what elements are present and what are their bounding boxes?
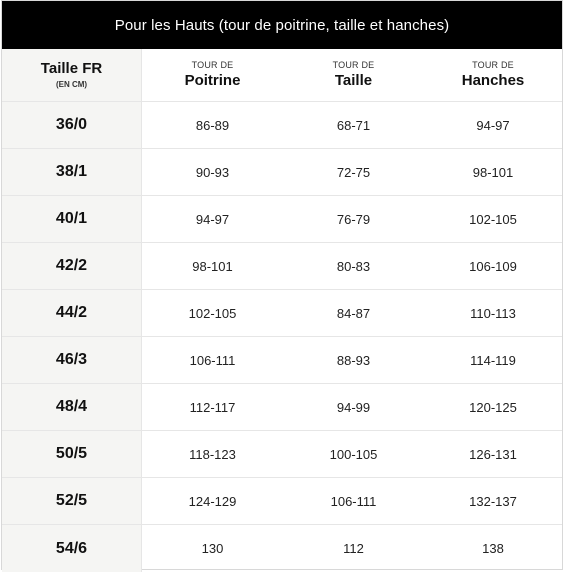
row-size-cell: 54/6 bbox=[2, 525, 142, 572]
row-taille-cell: 68-71 bbox=[283, 102, 424, 149]
row-taille-cell: 106-111 bbox=[283, 478, 424, 525]
row-size-cell: 50/5 bbox=[2, 431, 142, 478]
row-poitrine-cell: 102-105 bbox=[142, 290, 283, 337]
row-hanches-cell: 138 bbox=[482, 541, 504, 556]
row-size-cell: 38/1 bbox=[2, 149, 142, 196]
row-taille-cell: 80-83 bbox=[283, 243, 424, 290]
poitrine-column-label: Poitrine bbox=[184, 72, 241, 89]
row-poitrine-cell: 118-123 bbox=[142, 431, 283, 478]
row-size-cell: 44/2 bbox=[2, 290, 142, 337]
row-taille-cell: 76-79 bbox=[283, 196, 424, 243]
row-size-cell: 48/4 bbox=[2, 384, 142, 431]
row-hanches-cell: 120-125 bbox=[424, 384, 562, 431]
row-poitrine-cell: 86-89 bbox=[142, 102, 283, 149]
row-poitrine-cell: 124-129 bbox=[142, 478, 283, 525]
poitrine-column-sub: TOUR DE bbox=[191, 60, 234, 70]
row-poitrine-cell: 98-101 bbox=[142, 243, 283, 290]
row-poitrine-cell: 90-93 bbox=[142, 149, 283, 196]
taille-column-sub: TOUR DE bbox=[332, 60, 375, 70]
hanches-column-sub: TOUR DE bbox=[472, 60, 514, 70]
row-hanches-cell: 98-101 bbox=[424, 149, 562, 196]
taille-column-label: Taille bbox=[334, 72, 373, 89]
row-poitrine-cell: 94-97 bbox=[142, 196, 283, 243]
row-taille-cell: 88-93 bbox=[283, 337, 424, 384]
row-taille-cell: 84-87 bbox=[283, 290, 424, 337]
row-hanches-cell: 126-131 bbox=[424, 431, 562, 478]
hanches-column-header: TOUR DE Hanches bbox=[424, 49, 562, 102]
row-taille-cell: 72-75 bbox=[283, 149, 424, 196]
hanches-column-label: Hanches bbox=[461, 72, 525, 89]
row-poitrine-cell: 130 bbox=[201, 541, 224, 556]
row-hanches-cell: 114-119 bbox=[424, 337, 562, 384]
size-grid: Taille FR (EN CM) TOUR DE Poitrine TOUR … bbox=[2, 49, 562, 572]
size-column-label: Taille FR bbox=[40, 60, 103, 77]
row-poitrine-cell: 106-111 bbox=[142, 337, 283, 384]
row-size-cell: 46/3 bbox=[2, 337, 142, 384]
row-hanches-cell: 94-97 bbox=[424, 102, 562, 149]
row-taille-cell: 94-99 bbox=[283, 384, 424, 431]
table-title: Pour les Hauts (tour de poitrine, taille… bbox=[2, 1, 562, 49]
row-taille-cell: 112 bbox=[343, 541, 364, 556]
row-hanches-cell: 102-105 bbox=[424, 196, 562, 243]
size-column-header: Taille FR (EN CM) bbox=[2, 49, 142, 102]
row-poitrine-cell: 112-117 bbox=[142, 384, 283, 431]
row-taille-cell: 100-105 bbox=[283, 431, 424, 478]
row-hanches-cell: 106-109 bbox=[424, 243, 562, 290]
row-size-cell: 42/2 bbox=[2, 243, 142, 290]
poitrine-column-header: TOUR DE Poitrine bbox=[142, 49, 283, 102]
size-column-unit: (EN CM) bbox=[55, 80, 88, 89]
row-size-cell: 40/1 bbox=[2, 196, 142, 243]
row-size-cell: 36/0 bbox=[2, 102, 142, 149]
taille-column-header: TOUR DE Taille bbox=[283, 49, 424, 102]
row-hanches-cell: 110-113 bbox=[424, 290, 562, 337]
row-size-cell: 52/5 bbox=[2, 478, 142, 525]
row-hanches-cell: 132-137 bbox=[424, 478, 562, 525]
